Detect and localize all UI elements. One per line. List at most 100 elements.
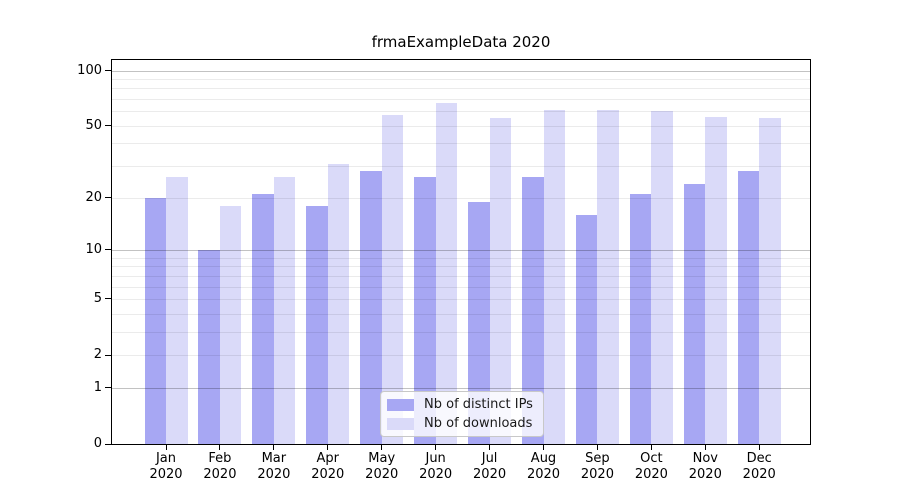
minor-gridline	[112, 111, 810, 113]
bar-downloads	[759, 118, 781, 444]
x-tick-mark	[489, 445, 491, 450]
bar-distinct-ips	[522, 177, 544, 444]
minor-gridline	[112, 99, 810, 101]
bar-downloads	[489, 118, 512, 444]
x-tick-month: May	[368, 451, 396, 466]
y-tick-label: 10	[85, 241, 102, 257]
x-tick-label: Sep 2020	[567, 451, 627, 483]
y-tick-label: 5	[93, 290, 102, 306]
y-tick-mark	[105, 125, 111, 127]
x-tick-mark	[543, 445, 544, 450]
x-tick-month: Feb	[208, 451, 232, 466]
x-tick-month: Aug	[530, 451, 557, 466]
minor-gridline	[112, 125, 810, 127]
minor-gridline	[112, 331, 810, 333]
bar-downloads	[273, 177, 296, 444]
x-tick-mark	[435, 445, 437, 450]
bar-downloads	[705, 116, 727, 444]
x-tick-month: Nov	[692, 451, 718, 466]
minor-gridline	[112, 275, 810, 277]
major-gridline	[112, 387, 810, 389]
bar-distinct-ips	[360, 171, 382, 444]
x-tick-month: Sep	[585, 451, 610, 466]
x-tick-year: 2020	[257, 467, 291, 482]
minor-gridline	[112, 197, 810, 199]
minor-gridline	[112, 313, 810, 315]
legend: Nb of distinct IPs Nb of downloads	[380, 391, 544, 437]
minor-gridline	[112, 143, 810, 145]
y-tick-label: 2	[93, 347, 102, 363]
x-tick-label: Dec 2020	[729, 451, 789, 483]
x-tick-mark	[273, 445, 275, 450]
bar-downloads	[381, 115, 404, 444]
bar-distinct-ips	[468, 201, 490, 444]
major-gridline	[112, 249, 810, 251]
bar-downloads	[597, 109, 619, 444]
x-tick-year: 2020	[473, 467, 507, 482]
x-tick-mark	[327, 445, 329, 450]
bar-distinct-ips	[575, 214, 598, 444]
x-tick-year: 2020	[203, 467, 237, 482]
bar-downloads	[435, 102, 458, 444]
minor-gridline	[112, 355, 810, 357]
x-tick-year: 2020	[365, 467, 399, 482]
x-tick-month: Oct	[640, 451, 663, 466]
x-tick-year: 2020	[580, 467, 614, 482]
x-tick-mark	[219, 445, 221, 450]
y-tick-label: 1	[93, 379, 102, 395]
x-tick-mark	[165, 445, 167, 450]
minor-gridline	[112, 266, 810, 268]
minor-gridline	[112, 166, 810, 168]
x-tick-label: May 2020	[352, 451, 412, 483]
bar-downloads	[543, 109, 565, 444]
y-tick-label: 50	[85, 117, 102, 133]
bar-distinct-ips	[306, 205, 328, 444]
x-tick-year: 2020	[634, 467, 668, 482]
x-tick-label: Jun 2020	[406, 451, 466, 483]
bar-distinct-ips	[683, 183, 706, 444]
y-tick-mark	[105, 443, 111, 445]
x-tick-label: Oct 2020	[621, 451, 681, 483]
x-tick-label: Aug 2020	[514, 451, 574, 483]
legend-swatch-downloads	[387, 417, 414, 430]
x-tick-month: Dec	[746, 451, 772, 466]
x-tick-month: Apr	[316, 451, 340, 466]
bar-distinct-ips	[629, 193, 652, 444]
y-tick-label: 20	[85, 189, 102, 205]
minor-gridline	[112, 78, 810, 80]
bar-distinct-ips	[414, 177, 436, 444]
x-tick-year: 2020	[311, 467, 345, 482]
x-tick-mark	[704, 445, 706, 450]
x-tick-year: 2020	[149, 467, 183, 482]
x-tick-year: 2020	[742, 467, 776, 482]
plot-area	[111, 59, 811, 445]
x-tick-mark	[596, 445, 598, 450]
legend-item-distinct-ips: Nb of distinct IPs	[387, 397, 535, 412]
x-tick-mark	[758, 445, 760, 450]
legend-swatch-distinct-ips	[387, 398, 414, 411]
x-tick-label: Jan 2020	[136, 451, 196, 483]
minor-gridline	[112, 257, 810, 259]
x-tick-year: 2020	[688, 467, 722, 482]
y-tick-mark	[105, 387, 111, 389]
x-tick-year: 2020	[419, 467, 453, 482]
chart-title: frmaExampleData 2020	[371, 33, 551, 51]
x-tick-label: Apr 2020	[298, 451, 358, 483]
x-tick-label: Feb 2020	[190, 451, 250, 483]
x-tick-year: 2020	[526, 467, 561, 482]
x-tick-month: Jul	[481, 451, 498, 466]
x-tick-label: Jul 2020	[460, 451, 520, 483]
bar-downloads	[166, 177, 188, 444]
bar-downloads	[327, 163, 350, 444]
y-tick-mark	[105, 354, 111, 356]
bar-distinct-ips	[198, 249, 220, 444]
x-tick-label: Mar 2020	[244, 451, 304, 483]
x-tick-mark	[650, 445, 652, 450]
minor-gridline	[112, 286, 810, 288]
major-gridline	[112, 70, 810, 72]
bar-distinct-ips	[737, 171, 760, 444]
legend-item-downloads: Nb of downloads	[387, 416, 535, 431]
legend-label-downloads: Nb of downloads	[424, 416, 533, 431]
legend-label-distinct-ips: Nb of distinct IPs	[424, 397, 533, 412]
